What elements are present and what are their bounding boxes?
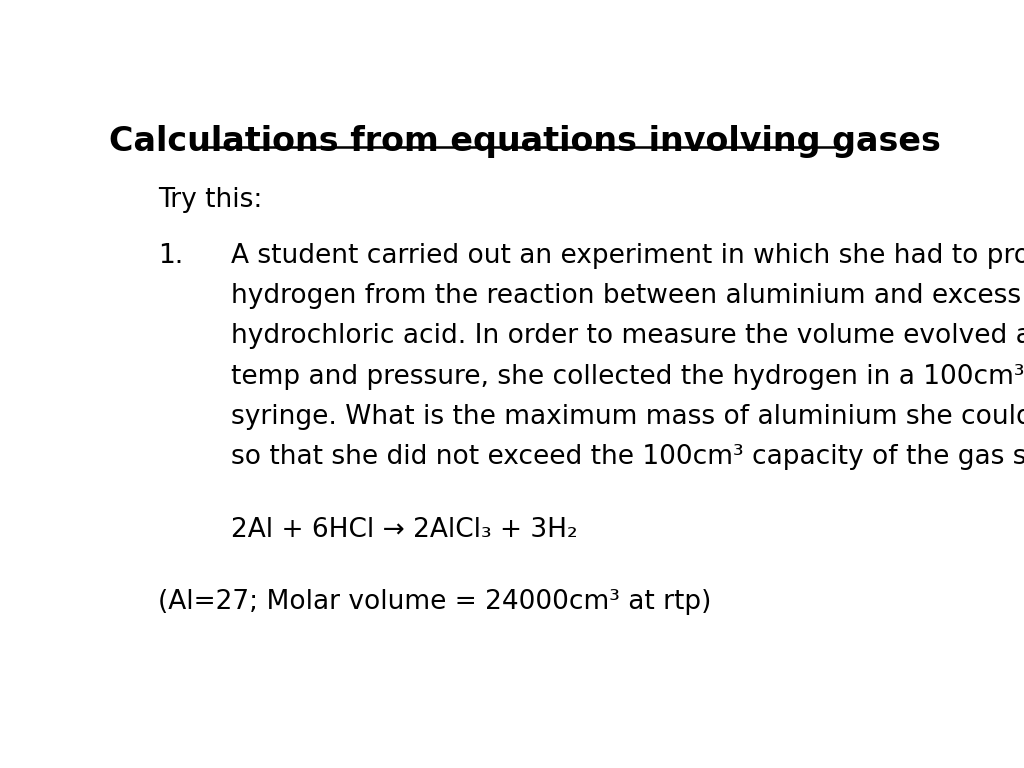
Text: so that she did not exceed the 100cm³ capacity of the gas syringe?: so that she did not exceed the 100cm³ ca…: [231, 444, 1024, 470]
Text: 1.: 1.: [158, 243, 183, 269]
Text: temp and pressure, she collected the hydrogen in a 100cm³ gas: temp and pressure, she collected the hyd…: [231, 363, 1024, 389]
Text: hydrochloric acid. In order to measure the volume evolved at room: hydrochloric acid. In order to measure t…: [231, 323, 1024, 349]
Text: syringe. What is the maximum mass of aluminium she could have used: syringe. What is the maximum mass of alu…: [231, 404, 1024, 430]
Text: Calculations from equations involving gases: Calculations from equations involving ga…: [109, 124, 941, 157]
Text: 2Al + 6HCl → 2AlCl₃ + 3H₂: 2Al + 6HCl → 2AlCl₃ + 3H₂: [231, 517, 578, 543]
Text: hydrogen from the reaction between aluminium and excess dilute: hydrogen from the reaction between alumi…: [231, 283, 1024, 310]
Text: (Al=27; Molar volume = 24000cm³ at rtp): (Al=27; Molar volume = 24000cm³ at rtp): [158, 590, 712, 615]
Text: Try this:: Try this:: [158, 187, 262, 213]
Text: A student carried out an experiment in which she had to produce some: A student carried out an experiment in w…: [231, 243, 1024, 269]
